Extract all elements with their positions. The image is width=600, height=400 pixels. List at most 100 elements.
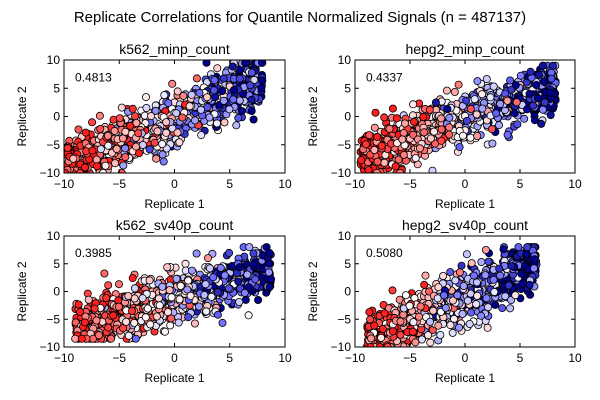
- scatter-point: [417, 335, 426, 344]
- scatter-point: [154, 294, 163, 303]
- scatter-point: [179, 91, 188, 100]
- subplot-hepg2_sv40p_count: −10 −5 0 5 10 10 5 0 −5 −10 hepg2_sv40p_count Repli…: [306, 217, 582, 385]
- scatter-point: [451, 276, 460, 285]
- scatter-point: [126, 121, 135, 130]
- scatter-point: [489, 82, 498, 91]
- scatter-point: [420, 280, 429, 289]
- scatter-point: [516, 71, 525, 80]
- scatter-point: [489, 275, 498, 284]
- scatter-point: [92, 316, 101, 325]
- scatter-point: [119, 324, 128, 333]
- y-axis-label: Replicate 2: [306, 261, 320, 321]
- y-tick-label: −5: [337, 138, 351, 152]
- scatter-point: [147, 112, 156, 121]
- scatter-point: [118, 134, 127, 143]
- scatter-point: [457, 261, 466, 270]
- y-tick-label: 0: [53, 285, 60, 299]
- scatter-point: [247, 68, 256, 77]
- y-tick-label: −5: [337, 312, 351, 326]
- x-tick-label: −5: [403, 177, 417, 191]
- scatter-point: [121, 127, 130, 136]
- scatter-point: [102, 293, 111, 302]
- scatter-points: [356, 61, 560, 173]
- scatter-point: [511, 81, 520, 90]
- scatter-point: [152, 154, 161, 163]
- scatter-point: [158, 139, 167, 148]
- scatter-point: [203, 93, 212, 102]
- scatter-point: [458, 131, 467, 140]
- scatter-point: [165, 286, 174, 295]
- scatter-point: [523, 243, 532, 252]
- scatter-point: [416, 302, 425, 311]
- x-tick-label: 10: [568, 177, 582, 191]
- scatter-point: [442, 86, 451, 95]
- y-tick-label: −10: [40, 340, 61, 354]
- scatter-point: [441, 303, 450, 312]
- scatter-point: [111, 159, 120, 168]
- scatter-point: [130, 284, 139, 293]
- scatter-point: [190, 116, 199, 125]
- scatter-point: [364, 166, 373, 173]
- scatter-point: [414, 312, 423, 321]
- scatter-point: [499, 245, 508, 254]
- scatter-point: [244, 311, 253, 320]
- scatter-point: [445, 113, 454, 122]
- scatter-point: [420, 128, 429, 137]
- scatter-point: [425, 317, 434, 326]
- scatter-point: [160, 327, 169, 336]
- scatter-point: [142, 104, 151, 113]
- scatter-point: [454, 323, 463, 332]
- scatter-point: [128, 274, 137, 283]
- x-tick-label: 5: [226, 177, 233, 191]
- scatter-point: [163, 308, 172, 317]
- scatter-point: [172, 274, 181, 283]
- scatter-point: [267, 275, 276, 284]
- scatter-point: [445, 130, 454, 139]
- x-tick-label: 10: [568, 351, 582, 365]
- scatter-point: [264, 268, 273, 277]
- y-tick-label: −10: [331, 340, 352, 354]
- scatter-point: [401, 291, 410, 300]
- scatter-point: [530, 255, 539, 264]
- scatter-point: [80, 318, 89, 327]
- scatter-point: [163, 263, 172, 272]
- scatter-point: [74, 125, 83, 134]
- scatter-point: [106, 334, 115, 343]
- scatter-point: [477, 90, 486, 99]
- scatter-point: [367, 334, 376, 343]
- scatter-point: [131, 334, 140, 343]
- scatter-point: [377, 333, 386, 342]
- scatter-point: [378, 324, 387, 333]
- scatter-point: [391, 162, 400, 171]
- scatter-point: [124, 291, 133, 300]
- scatter-point: [210, 76, 219, 85]
- scatter-point: [192, 74, 201, 83]
- x-tick-label: −10: [54, 351, 75, 365]
- scatter-point: [481, 245, 490, 254]
- x-tick-label: −5: [112, 351, 126, 365]
- scatter-point: [429, 306, 438, 315]
- y-tick-label: 0: [53, 110, 60, 124]
- scatter-point: [115, 114, 124, 123]
- scatter-point: [240, 288, 249, 297]
- scatter-point: [166, 321, 175, 330]
- scatter-point: [436, 330, 445, 339]
- scatter-point: [525, 280, 534, 289]
- scatter-point: [495, 264, 504, 273]
- scatter-point: [104, 141, 113, 150]
- scatter-point: [490, 287, 499, 296]
- scatter-point: [88, 118, 97, 127]
- y-tick-label: 10: [338, 53, 352, 67]
- scatter-point: [71, 334, 80, 343]
- scatter-point: [428, 166, 437, 173]
- scatter-point: [513, 120, 522, 129]
- y-tick-label: 5: [53, 81, 60, 95]
- scatter-point: [411, 338, 420, 347]
- scatter-point: [506, 76, 515, 85]
- scatter-point: [138, 294, 147, 303]
- scatter-point: [122, 317, 131, 326]
- scatter-point: [400, 119, 409, 128]
- scatter-point: [450, 88, 459, 97]
- scatter-point: [265, 248, 274, 257]
